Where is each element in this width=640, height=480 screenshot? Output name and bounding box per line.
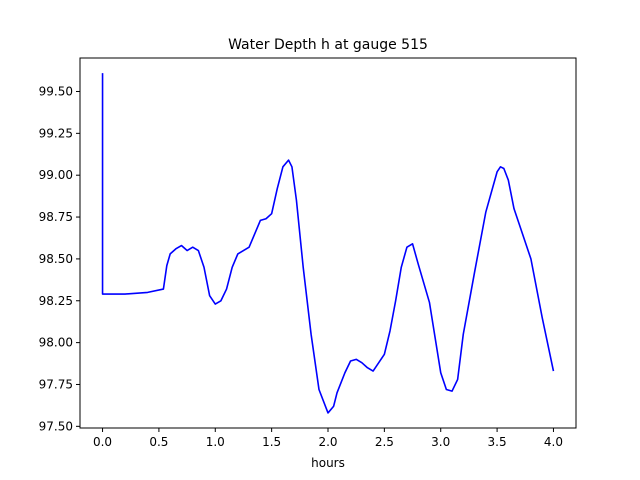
x-axis: 0.0 0.5 1.0 1.5 2.0 2.5 3.0 3.5 4.0 xyxy=(93,428,563,449)
series-line-0 xyxy=(101,73,555,414)
x-tick-label: 1.0 xyxy=(206,435,225,449)
y-tick-label: 98.75 xyxy=(39,210,73,224)
x-tick-label: 0.5 xyxy=(149,435,168,449)
y-tick-label: 99.50 xyxy=(39,84,73,98)
x-tick-label: 4.0 xyxy=(544,435,563,449)
y-axis: 97.50 97.75 98.00 98.25 98.50 98.75 99.00 99.25… xyxy=(39,84,80,433)
y-tick-label: 98.25 xyxy=(39,294,73,308)
x-tick-label: 0.0 xyxy=(93,435,112,449)
y-tick-label: 99.25 xyxy=(39,126,73,140)
x-tick-label: 3.5 xyxy=(488,435,507,449)
y-tick-label: 97.75 xyxy=(39,377,73,391)
x-axis-label: hours xyxy=(311,456,345,470)
x-tick-label: 3.0 xyxy=(431,435,450,449)
plot-area-background xyxy=(80,58,576,428)
y-tick-label: 97.50 xyxy=(39,419,73,433)
x-tick-label: 2.5 xyxy=(375,435,394,449)
x-tick-label: 2.0 xyxy=(318,435,337,449)
y-tick-label: 98.00 xyxy=(39,336,73,350)
x-tick-label: 1.5 xyxy=(262,435,281,449)
series-layer xyxy=(101,73,555,414)
chart-title: Water Depth h at gauge 515 xyxy=(228,37,428,53)
y-tick-label: 99.00 xyxy=(39,168,73,182)
y-tick-label: 98.50 xyxy=(39,252,73,266)
